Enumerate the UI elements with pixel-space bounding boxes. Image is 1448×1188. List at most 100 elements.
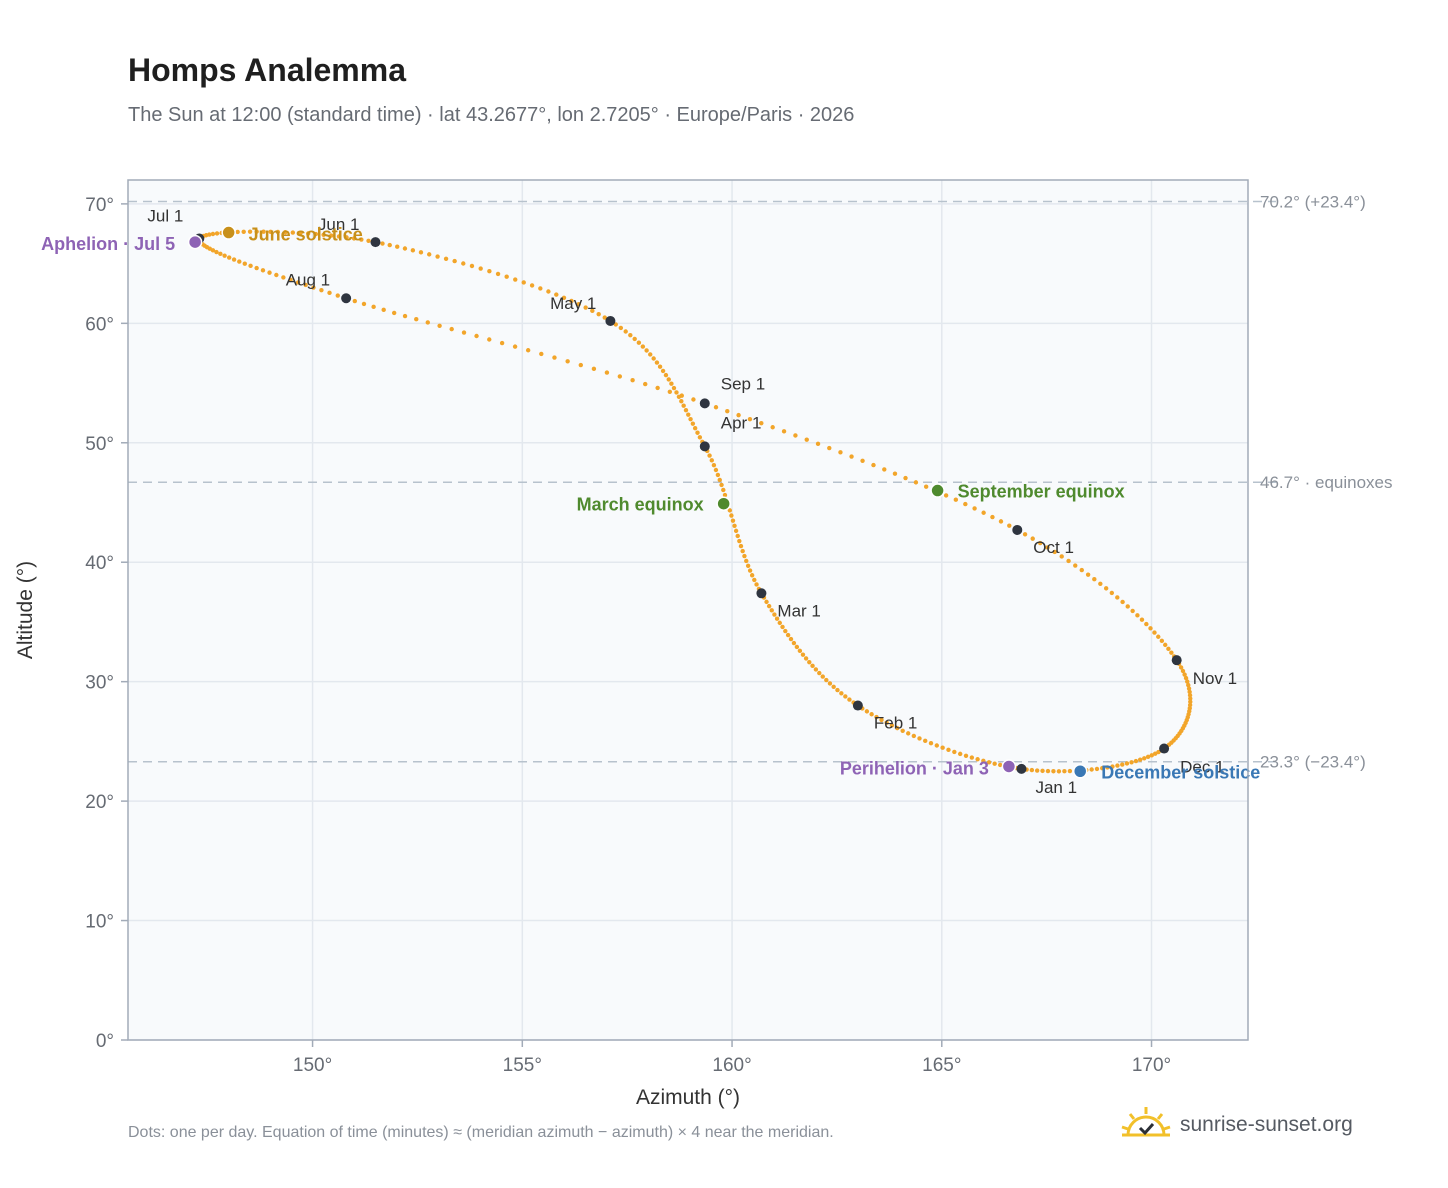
daily-dot <box>1120 762 1125 767</box>
month-marker-label: May 1 <box>550 294 596 313</box>
daily-dot <box>254 229 259 234</box>
month-marker <box>370 237 381 248</box>
daily-dot <box>963 501 968 507</box>
daily-dot <box>1135 613 1140 618</box>
daily-dot <box>1089 767 1094 772</box>
daily-dot <box>1137 757 1143 762</box>
month-marker-label: Sep 1 <box>721 374 765 393</box>
daily-dot <box>487 269 492 274</box>
daily-dot <box>254 265 259 271</box>
daily-dot <box>648 352 653 357</box>
daily-dot <box>737 538 742 544</box>
brand-logo[interactable]: sunrise-sunset.org <box>1120 1100 1353 1150</box>
daily-dot <box>344 235 349 240</box>
daily-dot <box>777 620 782 626</box>
daily-dot <box>1022 532 1028 537</box>
daily-dot <box>747 568 753 573</box>
daily-dot <box>719 482 724 488</box>
daily-dot <box>499 340 505 346</box>
daily-dot <box>657 364 663 369</box>
daily-dot <box>313 231 319 237</box>
x-tick-label: 160° <box>712 1055 751 1076</box>
daily-dot <box>975 757 980 762</box>
daily-dot <box>1183 675 1189 681</box>
daily-dot <box>214 249 219 255</box>
daily-dot <box>576 302 581 307</box>
page-title: Homps Analemma <box>128 52 406 88</box>
y-tick-label: 50° <box>85 434 114 455</box>
daily-dot <box>707 453 712 458</box>
daily-dot <box>1152 630 1157 635</box>
daily-dot <box>889 723 895 728</box>
daily-dot <box>735 533 740 539</box>
reference-line-label: 70.2° (+23.4°) <box>1260 193 1366 212</box>
daily-dot <box>847 697 852 702</box>
daily-dot <box>869 712 874 717</box>
daily-dot <box>636 340 642 345</box>
daily-dot <box>336 234 342 239</box>
daily-dot <box>1186 682 1191 688</box>
month-marker <box>1159 743 1170 754</box>
daily-dot <box>583 305 588 310</box>
daily-dot <box>774 616 780 621</box>
daily-dot <box>1066 558 1071 564</box>
daily-dot <box>722 492 728 498</box>
daily-dot <box>640 344 646 349</box>
month-marker <box>699 441 710 452</box>
daily-dot <box>903 475 908 481</box>
daily-dot <box>452 258 457 264</box>
daily-dot <box>1105 765 1110 770</box>
brand-name: sunrise-sunset.org <box>1180 1113 1353 1136</box>
month-marker-label: Mar 1 <box>777 601 820 620</box>
daily-dot <box>690 421 696 426</box>
month-markers: Jan 1 Feb 1 Mar 1 Apr 1 May 1 Jun 1 Jul 1 Aug 1… <box>147 207 1237 797</box>
daily-dot <box>554 292 559 297</box>
daily-dot <box>871 462 876 468</box>
daily-dot <box>391 310 397 316</box>
daily-dot <box>717 477 722 483</box>
event-marker <box>1001 759 1017 774</box>
daily-dots <box>196 229 1193 774</box>
daily-dot <box>602 315 607 320</box>
daily-dot <box>512 344 518 349</box>
daily-dot <box>1052 549 1057 555</box>
event-marker <box>221 225 236 240</box>
daily-dot <box>671 385 677 391</box>
daily-dot <box>268 229 273 234</box>
daily-dot <box>260 268 266 273</box>
event-label: Aphelion · Jul 5 <box>41 234 175 254</box>
daily-dot <box>788 636 794 642</box>
daily-dot <box>785 632 791 638</box>
daily-dot <box>261 229 266 234</box>
plot-frame <box>127 179 1249 1041</box>
event-marker <box>930 483 945 498</box>
daily-dot <box>525 348 531 353</box>
y-tick-label: 60° <box>85 314 114 335</box>
daily-dot <box>290 230 296 235</box>
daily-dot <box>1125 604 1130 609</box>
daily-dot <box>679 393 684 398</box>
daily-dot <box>1007 523 1012 528</box>
daily-dot <box>998 762 1003 768</box>
daily-dot <box>695 430 700 435</box>
month-marker <box>756 588 767 599</box>
daily-dot <box>742 553 747 559</box>
daily-dot <box>813 667 819 672</box>
daily-dot <box>618 325 624 331</box>
daily-dot <box>688 416 693 422</box>
daily-dot <box>827 445 832 451</box>
daily-dot <box>943 493 949 498</box>
month-marker <box>605 315 616 326</box>
daily-dot <box>946 747 951 753</box>
daily-dot <box>736 412 741 418</box>
daily-dot <box>1079 567 1084 573</box>
daily-dot <box>443 256 449 261</box>
daily-dot <box>797 648 803 654</box>
daily-dot <box>879 717 884 723</box>
daily-dot <box>754 582 759 587</box>
daily-dot <box>674 390 679 395</box>
daily-dot <box>928 741 934 746</box>
month-marker <box>1171 655 1182 666</box>
daily-dot <box>402 313 408 319</box>
